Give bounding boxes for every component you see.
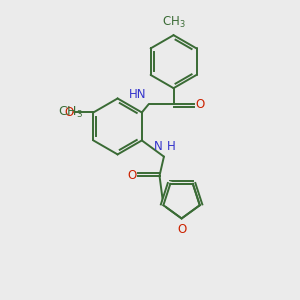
Text: CH$_3$: CH$_3$: [58, 105, 83, 120]
Text: HN: HN: [129, 88, 146, 101]
Text: H: H: [167, 140, 176, 153]
Text: O: O: [177, 223, 186, 236]
Text: O: O: [64, 106, 74, 119]
Text: CH$_3$: CH$_3$: [162, 15, 185, 30]
Text: N: N: [154, 140, 162, 153]
Text: O: O: [128, 169, 137, 182]
Text: O: O: [196, 98, 205, 111]
